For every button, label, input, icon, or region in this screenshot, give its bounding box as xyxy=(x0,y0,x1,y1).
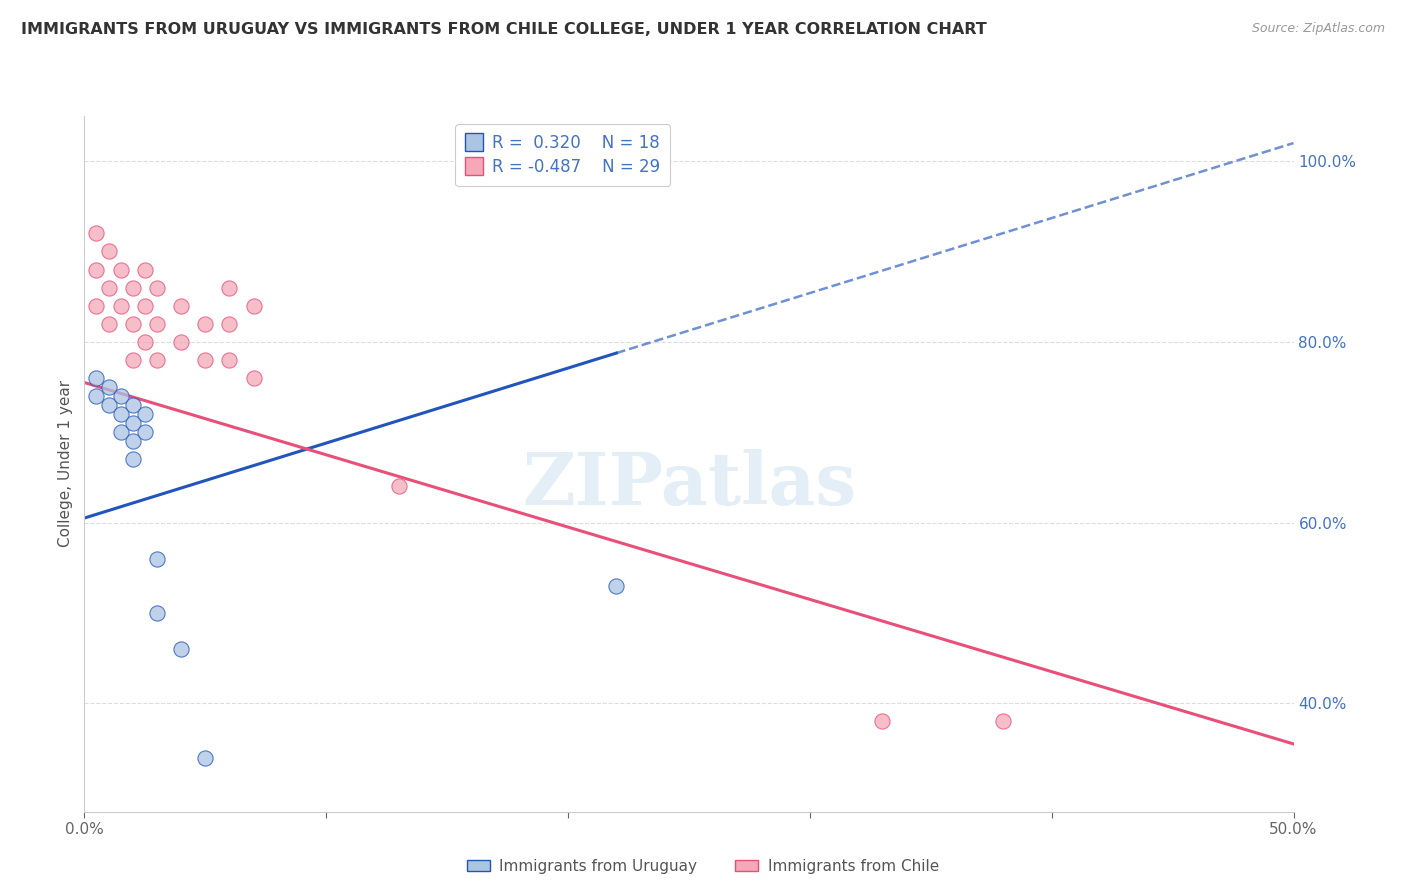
Point xyxy=(97,380,120,394)
Point xyxy=(86,299,108,313)
Point xyxy=(97,280,120,294)
Point xyxy=(86,262,108,277)
Point xyxy=(194,750,217,764)
Point xyxy=(218,353,240,368)
Text: ZIPatlas: ZIPatlas xyxy=(522,450,856,520)
Point xyxy=(134,334,156,349)
Point xyxy=(146,551,169,566)
Point xyxy=(218,317,240,331)
Point xyxy=(121,398,143,412)
Point xyxy=(110,425,132,440)
Point xyxy=(97,398,120,412)
Point xyxy=(146,353,169,368)
Point xyxy=(121,434,143,449)
Point xyxy=(170,334,193,349)
Point xyxy=(110,262,132,277)
Point xyxy=(134,407,156,421)
Y-axis label: College, Under 1 year: College, Under 1 year xyxy=(58,380,73,548)
Point xyxy=(121,280,143,294)
Point xyxy=(872,714,894,729)
Legend: R =  0.320    N = 18, R = -0.487    N = 29: R = 0.320 N = 18, R = -0.487 N = 29 xyxy=(456,124,671,186)
Point xyxy=(86,227,108,241)
Point xyxy=(110,407,132,421)
Text: IMMIGRANTS FROM URUGUAY VS IMMIGRANTS FROM CHILE COLLEGE, UNDER 1 YEAR CORRELATI: IMMIGRANTS FROM URUGUAY VS IMMIGRANTS FR… xyxy=(21,22,987,37)
Point xyxy=(86,371,108,385)
Legend: Immigrants from Uruguay, Immigrants from Chile: Immigrants from Uruguay, Immigrants from… xyxy=(461,853,945,880)
Point xyxy=(218,280,240,294)
Point xyxy=(194,317,217,331)
Point xyxy=(242,371,264,385)
Point xyxy=(121,317,143,331)
Point xyxy=(146,317,169,331)
Point xyxy=(146,280,169,294)
Point xyxy=(121,416,143,430)
Point xyxy=(146,606,169,620)
Text: Source: ZipAtlas.com: Source: ZipAtlas.com xyxy=(1251,22,1385,36)
Point xyxy=(242,299,264,313)
Point xyxy=(388,479,411,493)
Point xyxy=(121,353,143,368)
Point xyxy=(170,299,193,313)
Point xyxy=(194,353,217,368)
Point xyxy=(134,299,156,313)
Point xyxy=(993,714,1015,729)
Point xyxy=(110,299,132,313)
Point xyxy=(605,579,627,593)
Point xyxy=(97,244,120,259)
Point xyxy=(121,452,143,467)
Point xyxy=(134,262,156,277)
Point xyxy=(134,425,156,440)
Point xyxy=(170,642,193,657)
Point xyxy=(86,389,108,403)
Point xyxy=(110,389,132,403)
Point xyxy=(97,317,120,331)
